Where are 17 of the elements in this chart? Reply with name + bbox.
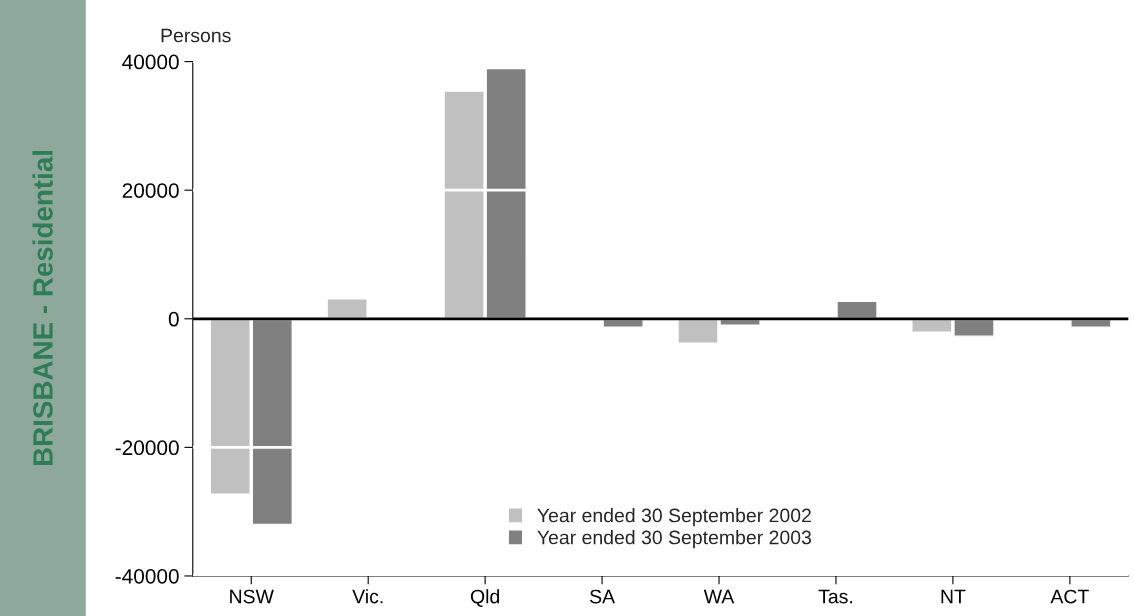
y-axis-title: Persons bbox=[161, 28, 231, 43]
y-tick-label: 40000 bbox=[122, 54, 179, 70]
x-tick-label: WA bbox=[703, 589, 735, 604]
x-tick-label: ACT bbox=[1050, 589, 1089, 604]
x-tick-label: Qld bbox=[470, 589, 500, 607]
x-tick-label: Vic. bbox=[352, 589, 383, 604]
legend-label: Year ended 30 September 2003 bbox=[537, 530, 811, 549]
y-tick-label: 20000 bbox=[122, 183, 179, 198]
x-tick-label: SA bbox=[590, 589, 616, 604]
x-tick-label: NSW bbox=[230, 589, 274, 604]
y-tick-label: -20000 bbox=[115, 440, 179, 456]
x-tick-label: NT bbox=[941, 589, 966, 604]
text: BRISBANE - Residential bbox=[32, 150, 53, 466]
legend-label: Year ended 30 September 2002 bbox=[537, 508, 811, 527]
y-tick-label: -40000 bbox=[115, 568, 179, 584]
x-tick-label: Tas. bbox=[818, 589, 853, 604]
y-tick-label: 0 bbox=[168, 311, 179, 327]
